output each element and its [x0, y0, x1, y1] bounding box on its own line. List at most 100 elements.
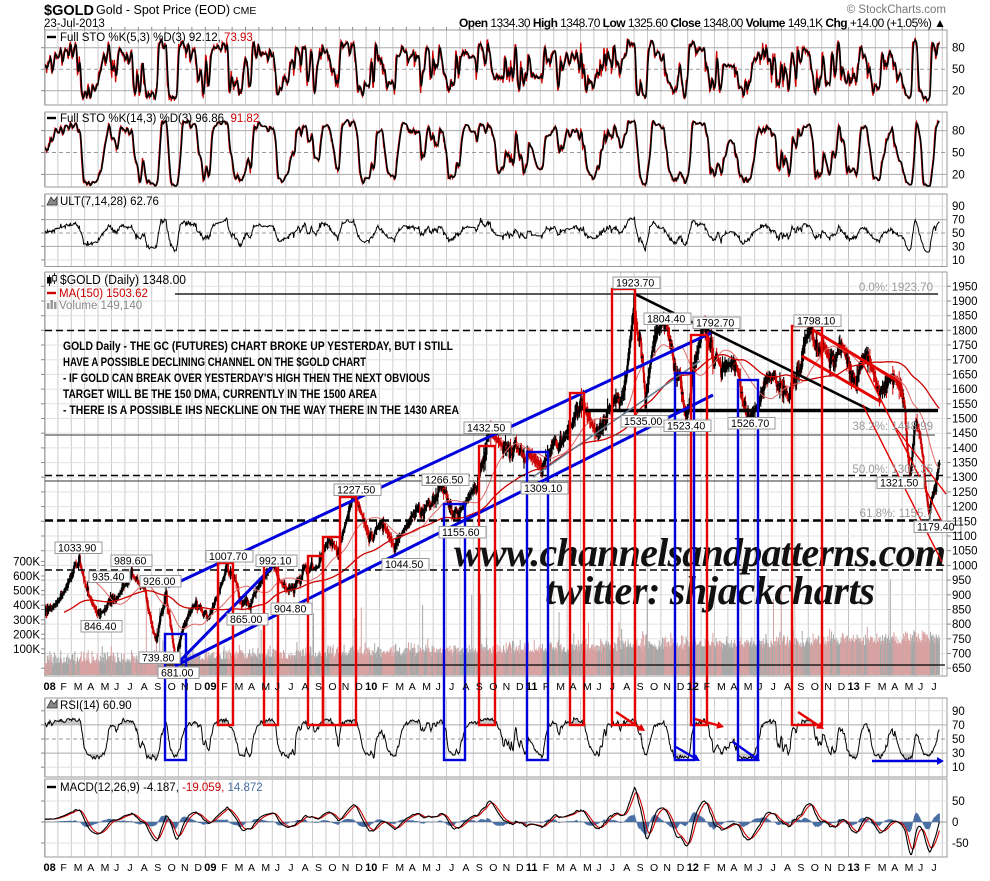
svg-text:F: F: [704, 681, 710, 693]
svg-text:O: O: [811, 862, 819, 874]
svg-text:926.00: 926.00: [143, 576, 176, 588]
svg-text:12: 12: [687, 681, 699, 693]
svg-text:GOLD Daily - THE GC (FUTURES): GOLD Daily - THE GC (FUTURES) CHART BROK…: [63, 339, 453, 353]
svg-text:30: 30: [952, 241, 965, 253]
svg-text:992.10: 992.10: [259, 556, 292, 568]
svg-text:A: A: [141, 862, 148, 874]
svg-text:S: S: [315, 681, 322, 693]
svg-text:A: A: [730, 862, 737, 874]
svg-text:1950: 1950: [952, 281, 978, 293]
svg-text:M: M: [395, 681, 404, 693]
svg-text:J: J: [610, 862, 615, 874]
svg-text:J: J: [449, 862, 454, 874]
svg-text:D: D: [516, 862, 524, 874]
svg-text:Full STO %K(14,3) %D(3) 96.86,: Full STO %K(14,3) %D(3) 96.86, 91.82: [60, 113, 259, 125]
svg-text:1535.00: 1535.00: [624, 416, 662, 428]
svg-text:61.8%: 1155.7: 61.8%: 1155.7: [860, 508, 933, 520]
svg-text:J: J: [127, 862, 132, 874]
svg-text:750: 750: [952, 634, 971, 646]
svg-text:O: O: [168, 862, 176, 874]
svg-text:935.40: 935.40: [92, 572, 125, 584]
svg-text:N: N: [503, 862, 511, 874]
svg-text:M: M: [878, 681, 887, 693]
svg-text:J: J: [288, 681, 293, 693]
svg-text:A: A: [730, 681, 737, 693]
svg-text:S: S: [154, 681, 161, 693]
svg-text:M: M: [235, 681, 244, 693]
svg-text:08: 08: [44, 862, 56, 874]
svg-text:O: O: [650, 681, 658, 693]
svg-text:300K: 300K: [13, 615, 40, 627]
svg-text:20: 20: [952, 169, 965, 181]
svg-text:F: F: [543, 862, 549, 874]
svg-text:1500: 1500: [952, 414, 978, 426]
svg-text:A: A: [570, 681, 577, 693]
svg-text:90: 90: [952, 706, 965, 718]
svg-text:1300: 1300: [952, 472, 978, 484]
svg-text:J: J: [931, 681, 936, 693]
svg-text:500K: 500K: [13, 586, 40, 598]
svg-text:1700: 1700: [952, 355, 978, 367]
svg-text:J: J: [449, 681, 454, 693]
svg-text:M: M: [905, 681, 914, 693]
svg-text:1523.40: 1523.40: [667, 421, 705, 433]
svg-text:www.channelsandpatterns.com: www.channelsandpatterns.com: [454, 530, 946, 575]
svg-text:1650: 1650: [952, 369, 978, 381]
svg-text:739.80: 739.80: [142, 653, 175, 665]
svg-text:O: O: [328, 681, 336, 693]
svg-text:S: S: [637, 862, 644, 874]
svg-text:O: O: [650, 862, 658, 874]
svg-text:50: 50: [952, 734, 965, 746]
svg-text:D: D: [516, 681, 524, 693]
svg-text:J: J: [918, 681, 923, 693]
svg-text:1798.10: 1798.10: [797, 316, 835, 328]
svg-text:30: 30: [952, 748, 965, 760]
svg-text:F: F: [543, 681, 549, 693]
svg-text:11: 11: [526, 681, 538, 693]
svg-text:1155.60: 1155.60: [442, 527, 480, 539]
svg-text:MACD(12,26,9) -4.187, -19.059,: MACD(12,26,9) -4.187, -19.059, 14.872: [60, 782, 263, 794]
svg-text:09: 09: [204, 681, 216, 693]
svg-text:$GOLD (Daily) 1348.00: $GOLD (Daily) 1348.00: [60, 273, 186, 287]
svg-text:80: 80: [952, 126, 965, 138]
svg-text:80: 80: [952, 43, 965, 55]
svg-text:J: J: [757, 862, 762, 874]
svg-text:10: 10: [365, 681, 377, 693]
svg-text:1250: 1250: [952, 487, 978, 499]
svg-text:M: M: [261, 862, 270, 874]
svg-text:A: A: [623, 862, 630, 874]
svg-text:J: J: [610, 681, 615, 693]
svg-text:F: F: [864, 862, 870, 874]
svg-text:10: 10: [365, 862, 377, 874]
svg-text:A: A: [784, 681, 791, 693]
svg-text:$GOLD: $GOLD: [44, 3, 94, 19]
svg-text:S: S: [797, 862, 804, 874]
svg-text:1227.50: 1227.50: [337, 485, 375, 497]
svg-text:S: S: [637, 681, 644, 693]
svg-text:1400: 1400: [952, 443, 978, 455]
svg-text:S: S: [476, 681, 483, 693]
svg-text:N: N: [181, 681, 189, 693]
svg-text:1007.70: 1007.70: [209, 551, 247, 563]
svg-text:1266.50: 1266.50: [425, 475, 463, 487]
svg-text:1200: 1200: [952, 502, 978, 514]
svg-text:600K: 600K: [13, 571, 40, 583]
svg-text:Gold - Spot Price (EOD): Gold - Spot Price (EOD): [96, 3, 230, 17]
svg-text:1000: 1000: [952, 560, 978, 572]
svg-text:1526.70: 1526.70: [731, 418, 769, 430]
svg-text:13: 13: [848, 862, 860, 874]
svg-text:M: M: [74, 681, 83, 693]
svg-text:J: J: [275, 862, 280, 874]
svg-text:10: 10: [952, 255, 965, 267]
svg-text:A: A: [248, 681, 255, 693]
svg-text:N: N: [181, 862, 189, 874]
svg-text:50: 50: [952, 64, 965, 76]
svg-text:J: J: [771, 681, 776, 693]
svg-text:M: M: [101, 862, 110, 874]
svg-text:23-Jul-2013: 23-Jul-2013: [44, 18, 105, 30]
svg-text:J: J: [436, 862, 441, 874]
svg-text:N: N: [342, 862, 350, 874]
svg-text:A: A: [570, 862, 577, 874]
svg-text:M: M: [74, 862, 83, 874]
svg-text:M: M: [583, 681, 592, 693]
